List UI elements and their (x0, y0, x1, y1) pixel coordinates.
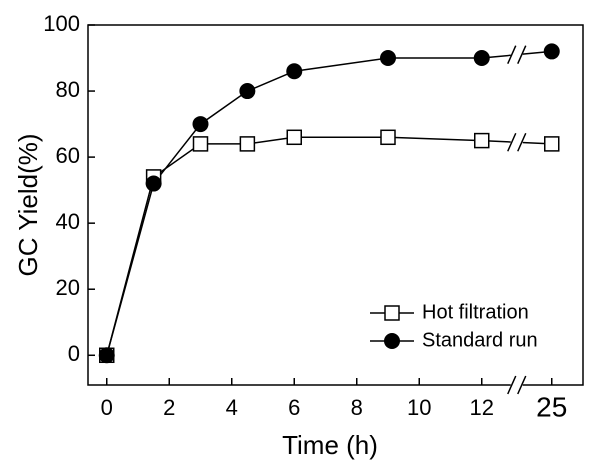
y-tick-label: 100 (43, 11, 80, 36)
legend-marker (384, 305, 400, 321)
x-tick-label: 12 (470, 395, 494, 420)
series-line (106, 50, 552, 356)
point (192, 116, 209, 133)
axis-break (517, 375, 527, 395)
axis-break (507, 375, 517, 395)
point (98, 347, 115, 364)
line-break (517, 132, 527, 152)
y-tick-label: 40 (56, 209, 80, 234)
point (286, 129, 302, 146)
y-tick-label: 20 (56, 275, 80, 300)
plot-frame (87, 24, 584, 386)
point (380, 129, 396, 146)
point (239, 136, 256, 152)
point (474, 132, 490, 149)
legend-label: Standard run (422, 329, 538, 351)
x-tick-label: 10 (407, 395, 431, 420)
point (543, 43, 560, 60)
point (239, 83, 256, 100)
line-break (517, 45, 527, 65)
x-tick-label: 8 (351, 395, 363, 420)
y-tick-label: 0 (68, 341, 80, 366)
line-break (507, 132, 517, 152)
x-tick-label: 6 (288, 395, 300, 420)
line-break (507, 45, 517, 65)
legend-label: Hot filtration (422, 301, 529, 323)
point (192, 136, 209, 152)
y-tick-label: 60 (56, 143, 80, 168)
y-tick-label: 80 (56, 77, 80, 102)
point (145, 175, 162, 192)
point (286, 63, 303, 80)
point (544, 136, 560, 152)
y-axis-label: GC Yield(%) (13, 133, 43, 276)
point (380, 50, 396, 67)
x-tick-label: 2 (163, 395, 175, 420)
x-axis-label: Time (h) (282, 430, 378, 460)
legend-marker (384, 333, 400, 349)
series-line (106, 136, 552, 356)
x-tick-label: 0 (101, 395, 113, 420)
x-tick-label: 4 (226, 395, 238, 420)
x-tick-label: 25 (536, 391, 567, 422)
point (473, 50, 490, 67)
